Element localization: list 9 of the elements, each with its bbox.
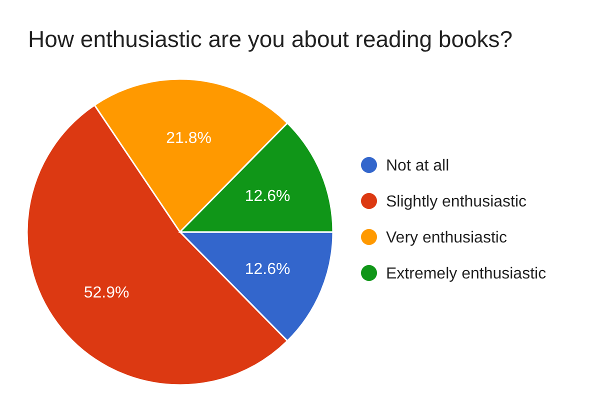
legend-label: Very enthusiastic: [386, 230, 507, 247]
legend-label: Extremely enthusiastic: [386, 266, 546, 283]
data-label: 21.8%: [166, 130, 212, 148]
data-label: 12.6%: [244, 188, 290, 205]
legend-label: Not at all: [386, 158, 450, 175]
chart-title: How enthusiastic are you about reading books?: [28, 26, 513, 52]
legend-label: Slightly enthusiastic: [386, 194, 527, 211]
data-label: 12.6%: [244, 261, 290, 278]
data-label: 52.9%: [84, 284, 130, 302]
